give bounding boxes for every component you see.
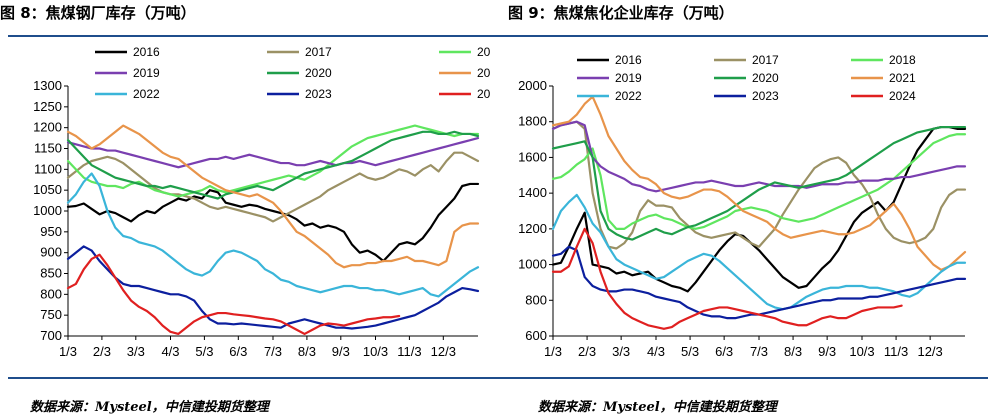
y-tick-label: 800 [40,286,62,301]
legend-label-2023: 2023 [305,87,332,101]
x-tick-label: 10/3 [363,344,388,359]
y-tick-label: 1400 [518,185,547,200]
legend-label-2017: 2017 [305,45,332,59]
series-line-2020 [66,130,480,200]
legend-label-2019: 2019 [133,66,160,80]
x-tick-label: 12/3 [431,344,456,359]
legend-label-2023: 2023 [752,89,779,103]
series-line-2016 [551,125,967,293]
y-tick-label: 1200 [33,120,62,135]
x-tick-label: 10/3 [849,344,874,359]
series-line-2020 [551,125,967,241]
x-tick-label: 2/3 [578,344,596,359]
series-line-2023 [66,245,480,330]
y-tick-label: 600 [525,328,547,343]
legend-label-2020: 2020 [752,71,779,85]
y-tick-label: 1300 [33,78,62,93]
y-tick-label: 1150 [34,141,62,156]
x-tick-label: 9/3 [332,344,350,359]
y-tick-label: 900 [40,245,62,260]
series-line-2017 [66,151,480,223]
y-tick-label: 2000 [518,78,547,93]
legend-label-2017: 2017 [752,53,779,67]
legend-label-2018: 2018 [889,53,916,67]
legend-label-2019: 2019 [615,71,642,85]
legend-label-2016: 2016 [133,45,160,59]
x-tick-label: 1/3 [59,344,77,359]
y-tick-label: 1000 [518,257,547,272]
x-tick-label: 2/3 [93,344,111,359]
x-tick-label: 9/3 [818,344,836,359]
x-tick-label: 4/3 [161,344,179,359]
legend-label-2016: 2016 [615,53,642,67]
legend-label-2020: 2020 [305,66,332,80]
x-tick-label: 6/3 [715,344,733,359]
legend-label-2021: 2021 [477,66,490,80]
y-tick-label: 700 [40,328,62,343]
series-line-2024 [551,227,903,330]
legend-label-2024: 2024 [889,89,916,103]
x-tick-label: 12/3 [917,344,942,359]
x-tick-label: 6/3 [229,344,247,359]
x-tick-label: 3/3 [612,344,630,359]
series-line-2018 [551,133,967,230]
y-tick-label: 800 [525,292,547,307]
x-tick-label: 11/3 [397,344,421,359]
x-tick-label: 5/3 [681,344,699,359]
x-tick-label: 1/3 [544,344,562,359]
y-tick-label: 1200 [518,221,547,236]
y-tick-label: 1250 [33,99,62,114]
series-line-2021 [66,124,480,269]
y-tick-label: 1000 [33,203,62,218]
x-tick-label: 11/3 [884,344,908,359]
source-divider [8,377,988,379]
x-tick-label: 7/3 [264,344,282,359]
x-tick-label: 8/3 [298,344,316,359]
y-tick-label: 1800 [518,114,547,129]
figure-9-source: 数据来源：Mysteel，中信建投期货整理 [538,400,777,415]
y-tick-label: 1050 [33,182,62,197]
legend-label-2022: 2022 [615,89,642,103]
x-tick-label: 4/3 [647,344,665,359]
y-tick-label: 850 [40,266,62,281]
x-tick-label: 3/3 [127,344,145,359]
series-line-2019 [551,120,967,193]
y-tick-label: 1600 [518,149,547,164]
figure-8-source: 数据来源：Mysteel，中信建投期货整理 [30,400,269,415]
x-tick-label: 7/3 [750,344,768,359]
series-line-2017 [551,120,967,250]
legend-label-2024: 2024 [477,87,490,101]
title-divider [8,35,988,37]
legend-label-2018: 2018 [477,45,490,59]
series-line-2024 [66,253,401,336]
x-tick-label: 5/3 [195,344,213,359]
series-line-2019 [66,136,480,169]
series-line-2021 [551,95,967,272]
chart-coking-coal-coking-plant-inventory: 600 800 1000 1200 1400 1600 1800 2000 1/3 2/3 3/3 4… [518,53,967,359]
x-tick-label: 8/3 [784,344,802,359]
legend-label-2021: 2021 [889,71,916,85]
y-tick-label: 750 [40,307,62,322]
chart-coking-coal-steel-mill-inventory: 700 750 800 850 900 950 1000 1050 1100 1150 1200 12… [33,45,490,359]
figure-9-title: 图 9：焦煤焦化企业库存（万吨） [508,4,734,22]
y-tick-label: 950 [40,224,62,239]
y-tick-label: 1100 [34,161,62,176]
legend-label-2022: 2022 [133,87,160,101]
series-line-2022 [66,172,480,298]
figure-8-title: 图 8：焦煤钢厂库存（万吨） [0,4,196,22]
series-line-2016 [66,182,480,263]
